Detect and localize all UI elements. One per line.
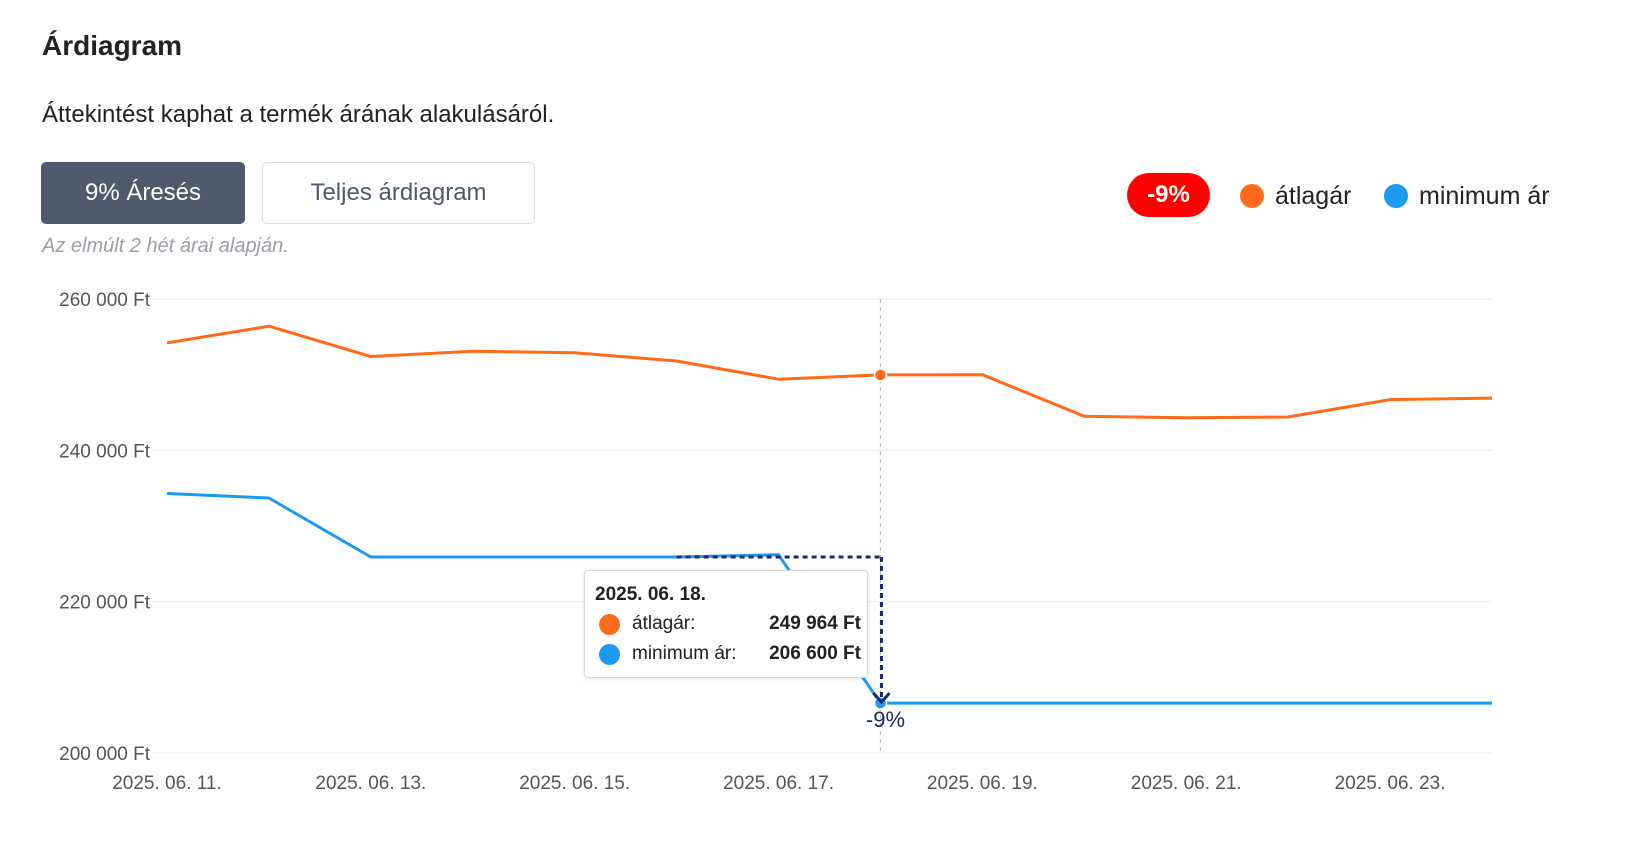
price-drop-badge: -9%	[1127, 173, 1210, 217]
highlight-point-avg	[873, 368, 888, 382]
legend-item-min[interactable]: minimum ár	[1384, 178, 1550, 214]
legend-avg-label: átlagár	[1275, 181, 1352, 210]
tooltip-avg-value: 249 964 Ft	[769, 613, 861, 634]
chart-grid	[152, 298, 1492, 754]
x-tick-label: 2025. 06. 17.	[723, 773, 834, 794]
y-tick-label: 240 000 Ft	[59, 441, 151, 462]
page-title: Árdiagram	[42, 30, 183, 61]
legend-min-label: minimum ár	[1419, 181, 1550, 210]
price-drop-button[interactable]: 9% Áresés	[41, 162, 245, 224]
tooltip-min-value: 206 600 Ft	[769, 643, 861, 664]
x-tick-label: 2025. 06. 23.	[1335, 773, 1446, 794]
period-note: Az elmúlt 2 hét árai alapján.	[42, 235, 289, 257]
full-chart-button[interactable]: Teljes árdiagram	[262, 162, 535, 224]
x-tick-label: 2025. 06. 21.	[1131, 773, 1242, 794]
x-tick-label: 2025. 06. 11.	[112, 773, 222, 794]
y-tick-label: 220 000 Ft	[59, 593, 151, 614]
x-tick-label: 2025. 06. 19.	[927, 773, 1038, 794]
tooltip-row-min: minimum ár: 206 600 Ft	[599, 643, 861, 665]
avg-dot-icon	[599, 613, 620, 635]
price-chart[interactable]: 200 000 Ft 220 000 Ft 240 000 Ft 260 000 Ft…	[0, 270, 1634, 830]
tooltip-row-avg: átlagár: 249 964 Ft	[599, 613, 861, 635]
tooltip-min-label: minimum ár:	[632, 643, 737, 664]
y-tick-label: 260 000 Ft	[59, 290, 151, 311]
drop-annotation: -9%	[676, 555, 905, 732]
x-axis: 2025. 06. 11. 2025. 06. 13. 2025. 06. 15. 2…	[112, 773, 1445, 794]
x-tick-label: 2025. 06. 15.	[519, 773, 630, 794]
min-dot-icon	[1384, 184, 1408, 208]
page-subtitle: Áttekintést kaphat a termék árának alaku…	[42, 101, 555, 128]
legend-item-avg[interactable]: átlagár	[1240, 178, 1351, 214]
annotation-arrow-icon	[872, 692, 891, 705]
tooltip-date: 2025. 06. 18.	[595, 584, 706, 605]
min-dot-icon	[599, 643, 620, 665]
chart-tooltip: 2025. 06. 18. átlagár: 249 964 Ft minimu…	[584, 570, 868, 678]
series-line-avg	[166, 324, 1493, 420]
avg-dot-icon	[1240, 184, 1264, 208]
tooltip-avg-label: átlagár:	[632, 613, 696, 634]
y-axis: 200 000 Ft 220 000 Ft 240 000 Ft 260 000 Ft	[59, 290, 151, 765]
annotation-label: -9%	[866, 707, 905, 732]
y-tick-label: 200 000 Ft	[59, 744, 151, 765]
x-tick-label: 2025. 06. 13.	[315, 773, 426, 794]
